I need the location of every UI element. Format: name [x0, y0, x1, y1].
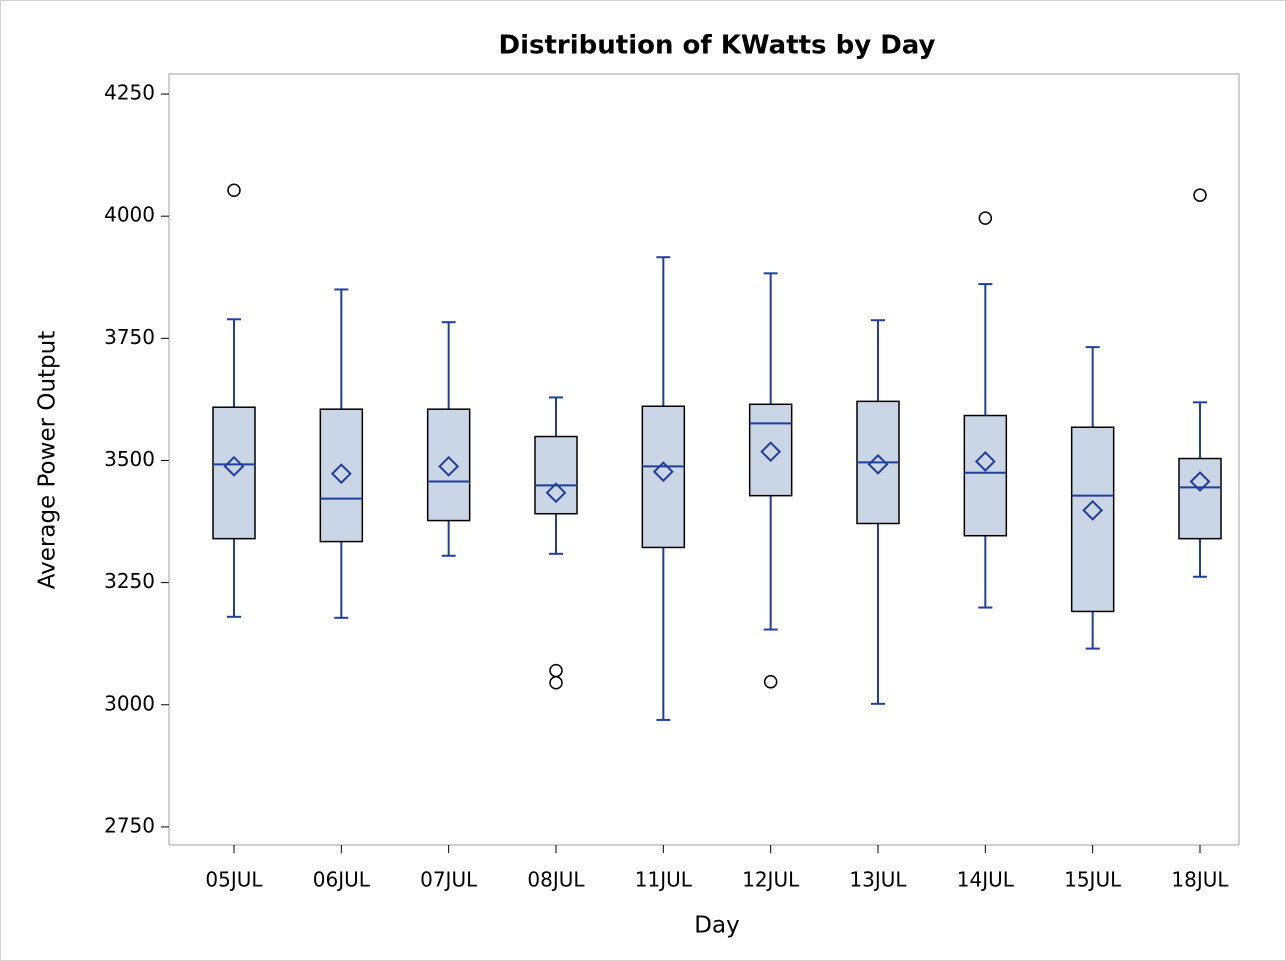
box — [641, 405, 686, 549]
y-tick-label: 2750 — [104, 813, 155, 837]
y-tick-label: 4250 — [104, 81, 155, 105]
x-axis-label: Day — [694, 913, 739, 939]
outlier — [978, 211, 993, 225]
outlier — [763, 675, 778, 689]
box — [1178, 457, 1222, 540]
box — [319, 408, 364, 543]
mean-marker — [1189, 471, 1211, 492]
x-tick-label: 11JUL — [635, 868, 693, 892]
outlier — [227, 183, 241, 198]
x-tick-label: 05JUL — [205, 868, 263, 892]
outlier — [1193, 188, 1207, 202]
x-tick-label: 07JUL — [420, 868, 478, 892]
mean-marker — [974, 451, 996, 472]
x-tick-label: 13JUL — [849, 868, 907, 892]
outlier — [549, 676, 563, 690]
x-tick-label: 18JUL — [1171, 868, 1229, 892]
mean-marker — [1082, 499, 1104, 521]
y-tick-label: 3750 — [104, 325, 155, 349]
mean-marker — [545, 482, 567, 504]
mean-marker — [760, 441, 782, 463]
y-tick-label: 3250 — [104, 569, 155, 593]
x-tick-label: 14JUL — [957, 868, 1015, 892]
x-tick-label: 06JUL — [313, 868, 371, 892]
mean-marker — [330, 463, 352, 485]
box — [963, 414, 1008, 537]
x-tick-label: 08JUL — [527, 868, 585, 892]
y-tick-label: 4000 — [104, 203, 155, 227]
mean-marker — [438, 455, 460, 477]
box — [426, 408, 471, 522]
y-axis-label: Average Power Output — [35, 331, 61, 590]
box — [212, 406, 256, 540]
x-tick-label: 15JUL — [1064, 868, 1122, 892]
mean-marker — [652, 461, 674, 483]
mean-marker — [867, 453, 889, 475]
box — [748, 403, 793, 497]
x-tick-label: 12JUL — [742, 868, 800, 892]
plot-frame — [168, 73, 1240, 846]
y-tick-label: 3000 — [104, 691, 155, 715]
y-tick-label: 3500 — [104, 447, 155, 471]
mean-marker — [223, 455, 245, 477]
chart-title: Distribution of KWatts by Day — [499, 31, 936, 61]
